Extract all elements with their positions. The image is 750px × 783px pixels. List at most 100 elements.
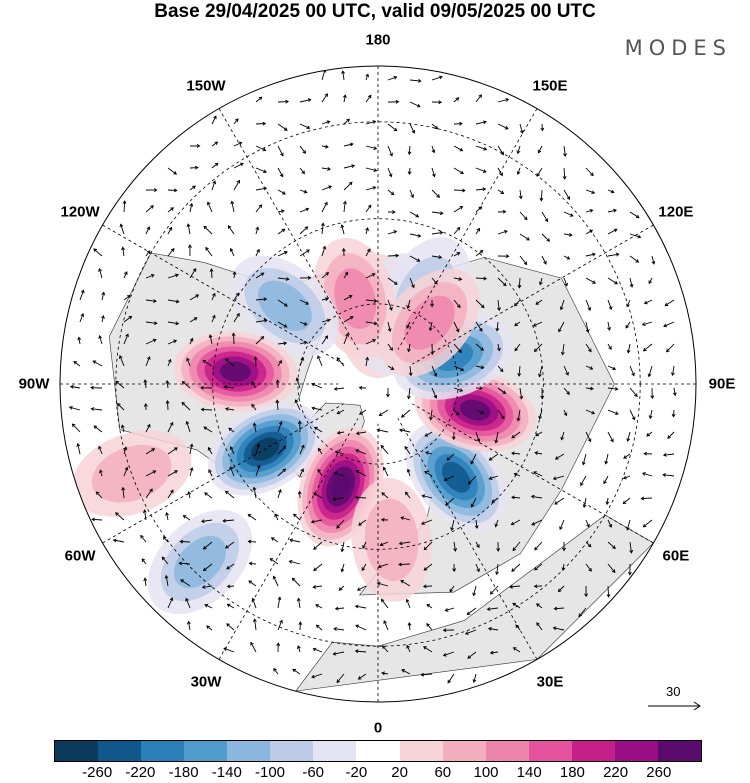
wind-arrow	[208, 469, 213, 477]
wind-arrow	[98, 267, 103, 279]
wind-arrow-shaft	[511, 563, 521, 572]
wind-arrow	[299, 98, 312, 103]
wind-arrow	[277, 420, 283, 433]
wind-arrow-shaft	[341, 224, 345, 235]
wind-arrow-head	[189, 467, 194, 471]
wind-arrow-shaft	[585, 387, 594, 390]
wind-arrow-shaft	[629, 211, 640, 219]
wind-arrow-head	[410, 194, 414, 199]
wind-arrow-shaft	[519, 211, 528, 220]
wind-arrow-head	[124, 466, 129, 471]
wind-arrow-shaft	[251, 404, 257, 411]
wind-arrow-head	[631, 416, 636, 421]
wind-arrow-shaft	[377, 582, 389, 587]
colorbar-segment	[442, 741, 486, 761]
wind-arrow-shaft	[475, 343, 484, 351]
wind-arrow-head	[169, 421, 174, 426]
wind-arrow-head	[212, 292, 216, 297]
wind-arrow	[467, 651, 477, 659]
wind-arrow	[511, 563, 521, 572]
wind-arrow-head	[277, 596, 282, 601]
wind-arrow-head	[433, 280, 438, 285]
wind-arrow	[186, 357, 191, 367]
wind-arrow-shaft	[299, 123, 310, 129]
wind-arrow	[145, 470, 157, 477]
wind-arrow	[340, 224, 345, 235]
wind-arrow-head	[534, 546, 538, 551]
wind-arrow-shaft	[475, 250, 483, 257]
wind-arrow-head	[611, 569, 616, 573]
wind-arrow-head	[336, 430, 341, 435]
wind-arrow-head	[252, 422, 257, 427]
wind-arrow-head	[566, 196, 571, 200]
wind-arrow-head	[373, 321, 378, 326]
wind-arrow-shaft	[558, 321, 565, 332]
wind-arrow-shaft	[313, 585, 323, 588]
wind-arrow-shaft	[409, 123, 415, 134]
wind-arrow-shaft	[73, 361, 81, 367]
wind-arrow	[189, 337, 194, 345]
wind-arrow	[120, 424, 125, 433]
wind-arrow	[627, 563, 632, 576]
wind-arrow	[497, 167, 503, 177]
wind-arrow	[531, 519, 543, 526]
wind-arrow	[321, 335, 329, 345]
wind-arrow-head	[285, 277, 290, 281]
wind-arrow-shaft	[311, 519, 323, 523]
wind-arrow	[643, 299, 653, 305]
wind-arrow	[365, 73, 370, 81]
wind-arrow-head	[398, 541, 403, 546]
wind-arrow-head	[533, 584, 538, 589]
wind-arrow-head	[589, 229, 594, 234]
wind-arrow-shaft	[336, 673, 345, 683]
wind-arrow	[275, 399, 280, 411]
wind-arrow-head	[297, 490, 302, 495]
wind-arrow-head	[324, 93, 328, 97]
wind-arrow-shaft	[401, 409, 411, 418]
wind-arrow	[255, 121, 267, 126]
wind-arrow	[122, 200, 127, 213]
wind-arrow-shaft	[511, 452, 521, 455]
wind-arrow-head	[128, 315, 133, 320]
wind-arrow-head	[415, 213, 420, 218]
wind-arrow-head	[281, 228, 286, 233]
wind-arrow-head	[260, 335, 265, 340]
wind-arrow-head	[533, 348, 538, 353]
wind-arrow-shaft	[409, 365, 412, 376]
wind-arrow-shaft	[343, 271, 349, 279]
wind-arrow-shaft	[580, 475, 587, 486]
wind-arrow-shaft	[321, 246, 326, 257]
wind-arrow	[446, 453, 455, 461]
wind-arrow-head	[146, 226, 151, 231]
wind-arrow-head	[643, 451, 648, 456]
wind-arrow-head	[511, 451, 515, 456]
wind-arrow-shaft	[623, 453, 631, 459]
wind-arrow	[299, 249, 310, 257]
wind-arrow	[299, 275, 312, 280]
wind-arrow-shaft	[431, 76, 443, 81]
wind-arrow-shaft	[277, 445, 287, 455]
wind-arrow-shaft	[277, 251, 288, 257]
wind-arrow-shaft	[475, 121, 487, 125]
wind-arrow-head	[670, 372, 675, 377]
wind-arrow-head	[165, 511, 169, 516]
wind-arrow	[299, 123, 311, 130]
wind-arrow	[409, 277, 415, 289]
wind-arrow-head	[278, 420, 283, 425]
wind-arrow-head	[443, 477, 448, 482]
wind-arrow-shaft	[313, 541, 323, 550]
wind-arrow-shaft	[421, 673, 433, 676]
wind-arrow	[343, 164, 356, 169]
wind-arrow-shaft	[408, 145, 411, 155]
wind-arrow-shaft	[145, 299, 157, 302]
wind-arrow	[355, 470, 367, 477]
wind-arrow-shaft	[255, 249, 260, 257]
wind-arrow-head	[325, 297, 329, 302]
wind-arrow-shaft	[189, 338, 194, 345]
colorbar-tick-label: 60	[434, 764, 452, 781]
wind-arrow	[423, 541, 433, 551]
wind-arrow	[167, 421, 174, 433]
wind-arrow	[453, 409, 460, 416]
wind-arrow-shaft	[447, 673, 455, 684]
wind-arrow-shaft	[387, 343, 393, 351]
